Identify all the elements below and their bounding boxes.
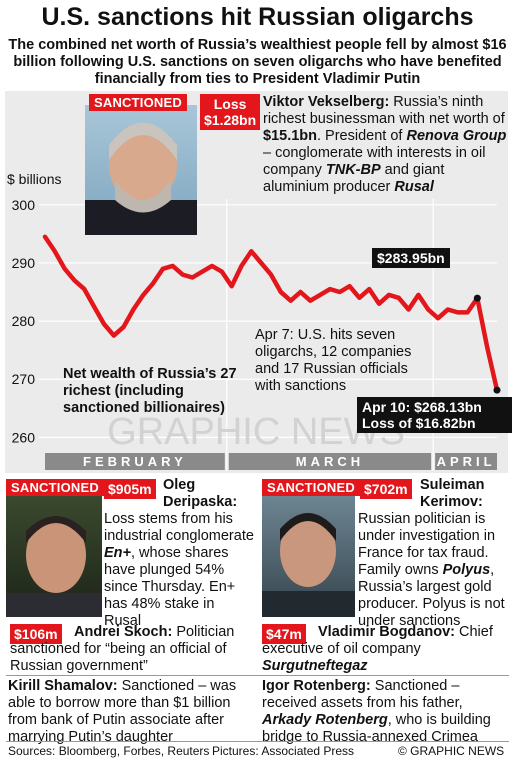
watermark: GRAPHIC NEWS [107,411,405,453]
deripaska-sanctioned-badge: SANCTIONED [6,479,104,496]
month-label: FEBRUARY [83,454,187,469]
vekselberg-loss-badge: Loss $1.28bn [200,94,261,130]
bogdanov-bio: Vladimir Bogdanov: Chief executive of oi… [262,624,510,675]
apr7-annotation: Apr 7: U.S. hits seven oligarchs, 12 com… [255,327,430,395]
y-axis-label: $ billions [7,171,61,187]
y-tick-label: 300 [12,197,36,213]
bio-text: , Russia’s largest gold producer. Polyus… [358,562,505,629]
pictures-credit: Pictures: Associated Press [212,744,355,758]
company-name: Polyus [442,562,491,578]
annotation-point [473,294,481,302]
kerimov-bio: Russian politician is under investigatio… [358,511,510,630]
y-tick-label: 260 [12,429,36,445]
page-title: U.S. sanctions hit Russian oligarchs [41,3,474,31]
chart-note: Net wealth of Russia’s 27 richest (inclu… [63,366,243,417]
annotation-text: Apr 7: U.S. hits seven oligarchs, 12 com… [255,327,412,394]
vekselberg-photo [85,105,197,235]
name-text: Igor Rotenberg: [262,678,371,694]
deripaska-name: Oleg Deripaska: [163,477,243,511]
kerimov-photo [262,493,355,617]
kerimov-name: Suleiman Kerimov: [420,477,512,511]
company-name: Surgutneftegaz [262,658,368,674]
bio-text: – conglomerate with interests in oil com… [263,145,486,178]
bio-text: Politician sanctioned for “being an offi… [10,624,235,674]
loss-label: Loss [213,96,247,112]
month-label: MARCH [296,454,364,469]
bio-text: Chief executive of oil company [262,624,493,657]
kerimov-loss-badge: $702m [360,479,412,499]
sources: Sources: Bloomberg, Forbes, Reuters [8,744,210,758]
skoch-loss-badge: $106m [10,624,62,644]
month-band [228,453,432,470]
portrait-icon [6,516,102,617]
deripaska-loss-badge: $905m [104,479,156,499]
skoch-bio: Andrei Skoch: Politician sanctioned for … [10,624,250,675]
vekselberg-bio: Viktor Vekselberg: Russia’s ninth riches… [263,94,507,196]
footer-divider [6,741,509,742]
kerimov-sanctioned-badge: SANCTIONED [262,479,360,496]
shamalov-bio: Kirill Shamalov: Sanctioned – was able t… [8,678,252,746]
name-text: Kirill Shamalov: [8,678,118,694]
name-text: Andrei Skoch: [74,624,173,640]
bogdanov-loss-badge: $47m [262,624,306,644]
y-tick-label: 270 [12,371,36,387]
company-name: Renova Group [406,128,507,144]
vekselberg-name: Viktor Vekselberg: [263,94,390,110]
y-tick-label: 290 [12,255,36,271]
company-name: En+ [104,545,131,561]
bio-text: , whose shares have plunged 54% since Th… [104,545,236,629]
portrait-icon [85,122,197,235]
name-text: Suleiman Kerimov: [420,477,485,510]
bio-text: Sanctioned – received assets from his fa… [262,678,463,711]
company-name: TNK-BP [325,162,381,178]
net-wealth-chart: $ billions 260 270 280 290 300 FEBRUARY MARCH… [7,171,501,471]
net-wealth-line [42,234,500,393]
bio-text: and giant aluminium producer [263,162,445,195]
graphic-news-credit: © GRAPHIC NEWS [398,744,505,758]
bio-text: Loss stems from his industrial conglomer… [104,511,254,544]
name-text: Oleg Deripaska: [163,477,238,510]
rotenberg-bio: Igor Rotenberg: Sanctioned – received as… [262,678,510,746]
bio-text: Russian politician is under investigatio… [358,511,496,578]
annotation-point [493,386,501,394]
net-worth: $15.1bn [263,128,317,144]
bio-text: . President of [317,128,407,144]
y-tick-label: 280 [12,313,36,329]
apr10-callout: Apr 10: $268.13bn Loss of $16.82bn [357,397,512,433]
peak-value-callout: $283.95bn [372,248,450,268]
chart-panel: $ billions 260 270 280 290 300 FEBRUARY MARCH… [5,91,512,473]
month-band [435,453,497,470]
page-subtitle: The combined net worth of Russia’s wealt… [8,37,507,87]
company-name: Rusal [394,179,434,195]
deripaska-bio: Loss stems from his industrial conglomer… [104,511,254,630]
deripaska-photo [6,493,102,617]
vekselberg-sanctioned-badge: SANCTIONED [89,94,187,111]
portrait-icon [262,513,355,617]
month-band [45,453,225,470]
bio-text: Russia’s ninth richest businessman with … [263,94,505,127]
name-text: Vladimir Bogdanov: [318,624,455,640]
divider [6,675,509,676]
loss-value: $1.28bn [204,112,257,128]
month-label: APRIL [437,454,496,469]
bio-text: Sanctioned – was able to borrow more tha… [8,678,237,745]
person-name: Arkady Rotenberg [262,712,388,728]
note-text: Net wealth of Russia’s 27 richest (inclu… [63,366,237,416]
